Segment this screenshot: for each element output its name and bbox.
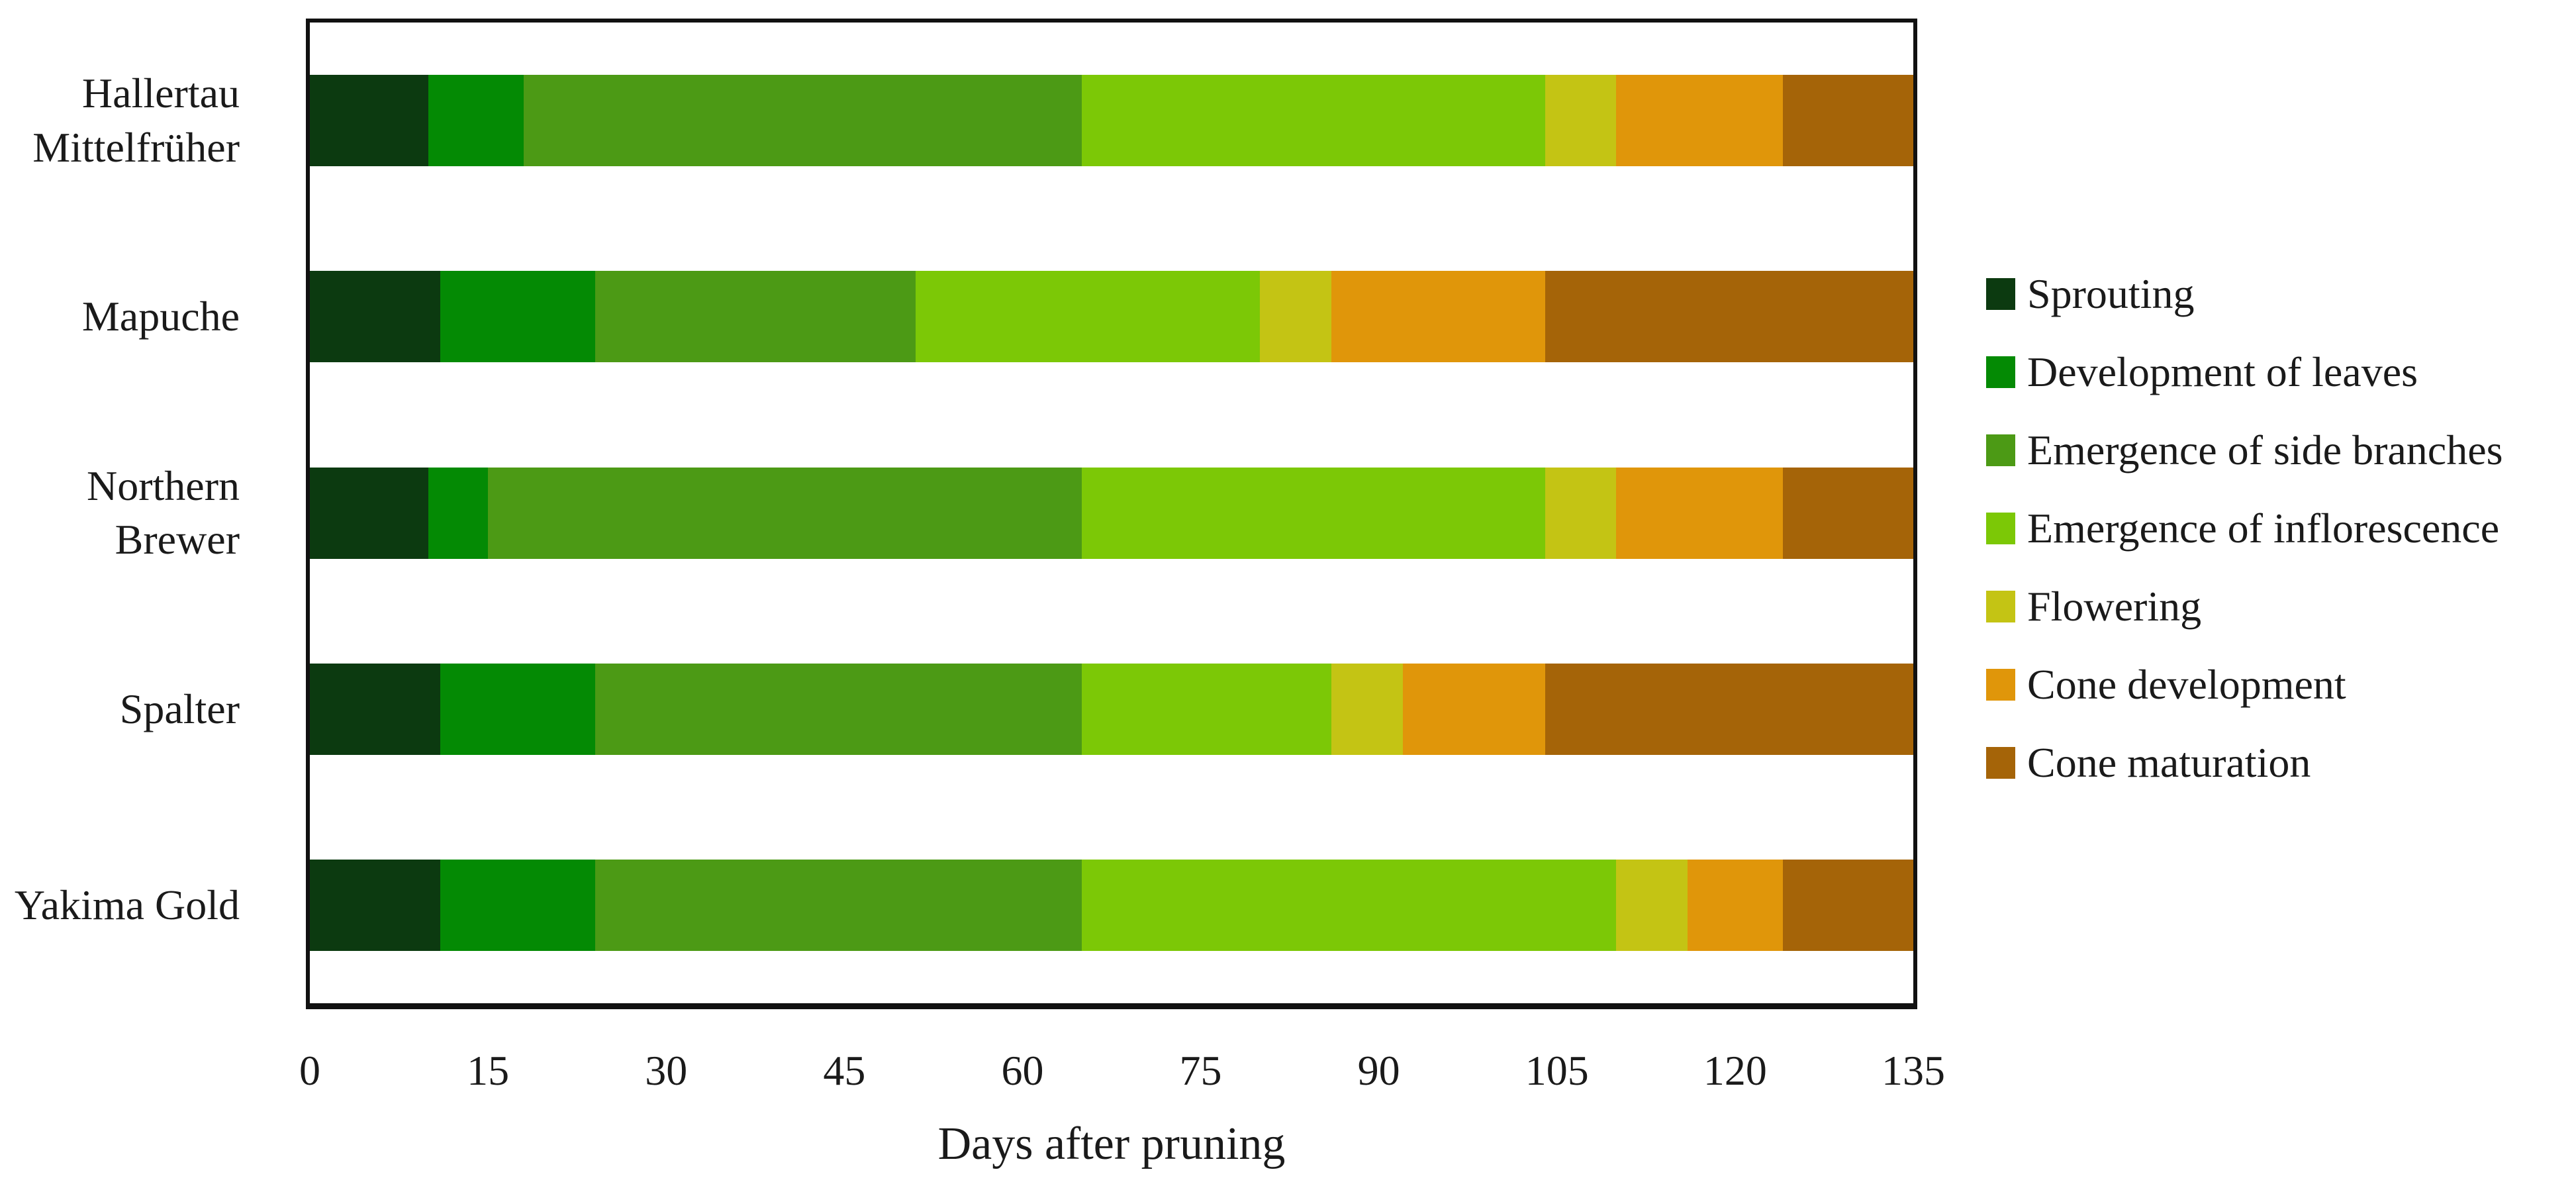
legend-item: Cone development bbox=[1986, 661, 2503, 708]
bar-segment bbox=[1260, 271, 1331, 363]
plot-area bbox=[306, 19, 1917, 1009]
y-axis-category-labels: Hallertau Mittelfrüher Mapuche Northern Brew… bbox=[0, 0, 273, 1188]
legend-label: Emergence of inflorescence bbox=[2027, 505, 2500, 552]
bar-segment bbox=[1331, 271, 1545, 363]
legend-swatch bbox=[1986, 278, 2015, 310]
category-label-line: Northern bbox=[86, 462, 240, 509]
bar-segment bbox=[310, 271, 441, 363]
bar-segment bbox=[440, 859, 595, 951]
bar-segment bbox=[595, 859, 1082, 951]
bar-segment bbox=[1782, 859, 1913, 951]
x-tick-label: 15 bbox=[467, 1047, 510, 1094]
legend-item: Emergence of side branches bbox=[1986, 426, 2503, 473]
category-label: Spalter bbox=[0, 682, 240, 736]
category-label-line: Brewer bbox=[115, 516, 240, 564]
bar-segment bbox=[488, 467, 1082, 559]
bar-segment bbox=[440, 663, 595, 755]
bar-segment bbox=[310, 663, 441, 755]
x-tick-label: 135 bbox=[1882, 1047, 1945, 1094]
legend-label: Development of leaves bbox=[2027, 348, 2418, 395]
bar-row bbox=[310, 75, 1913, 167]
bar-segment bbox=[1082, 663, 1331, 755]
legend-item: Cone maturation bbox=[1986, 739, 2503, 786]
x-tick-label: 90 bbox=[1357, 1047, 1400, 1094]
bar-segment bbox=[310, 75, 429, 167]
bar-segment bbox=[595, 271, 916, 363]
legend-swatch bbox=[1986, 356, 2015, 388]
x-tick-label: 30 bbox=[645, 1047, 688, 1094]
bar-segment bbox=[428, 75, 524, 167]
bar-segment bbox=[1402, 663, 1545, 755]
bar-segment bbox=[440, 271, 595, 363]
bar-segment bbox=[310, 859, 441, 951]
bar-segment bbox=[1545, 75, 1617, 167]
x-tick-label: 75 bbox=[1179, 1047, 1222, 1094]
category-label-line: Mittelfrüher bbox=[32, 124, 240, 172]
legend-item: Emergence of inflorescence bbox=[1986, 505, 2503, 552]
bar-segment bbox=[310, 467, 429, 559]
category-label: Yakima Gold bbox=[0, 878, 240, 932]
bar-segment bbox=[1688, 859, 1783, 951]
legend-item: Development of leaves bbox=[1986, 348, 2503, 395]
legend-swatch bbox=[1986, 747, 2015, 779]
legend-item: Flowering bbox=[1986, 583, 2503, 630]
bar-row bbox=[310, 271, 1913, 363]
legend-swatch bbox=[1986, 591, 2015, 622]
bar-row bbox=[310, 467, 1913, 559]
category-label: Northern Brewer bbox=[0, 459, 240, 568]
bar-segment bbox=[1082, 467, 1545, 559]
bar-row bbox=[310, 663, 1913, 755]
legend-item: Sprouting bbox=[1986, 270, 2503, 317]
bar-segment bbox=[1331, 663, 1403, 755]
bar-segment bbox=[1082, 859, 1617, 951]
category-label-line: Hallertau bbox=[81, 70, 240, 117]
legend-label: Flowering bbox=[2027, 583, 2202, 630]
bar-segment bbox=[1545, 467, 1617, 559]
category-label-line: Spalter bbox=[119, 685, 240, 732]
x-tick-label: 120 bbox=[1703, 1047, 1767, 1094]
bar-segment bbox=[1616, 467, 1783, 559]
x-tick-label: 0 bbox=[299, 1047, 320, 1094]
x-tick-label: 60 bbox=[1001, 1047, 1044, 1094]
legend: Sprouting Development of leaves Emergence … bbox=[1986, 270, 2503, 786]
bar-segment bbox=[1616, 859, 1688, 951]
bar-segment bbox=[1545, 271, 1913, 363]
bar-segment bbox=[1082, 75, 1545, 167]
bar-segment bbox=[523, 75, 1082, 167]
x-tick-label: 105 bbox=[1525, 1047, 1589, 1094]
bar-segment bbox=[428, 467, 489, 559]
legend-label: Emergence of side branches bbox=[2027, 426, 2503, 473]
category-label-line: Mapuche bbox=[81, 293, 240, 340]
bar-segment bbox=[1782, 75, 1913, 167]
category-label: Hallertau Mittelfrüher bbox=[0, 66, 240, 175]
legend-label: Cone development bbox=[2027, 661, 2346, 708]
bar-row bbox=[310, 859, 1913, 951]
legend-swatch bbox=[1986, 513, 2015, 544]
legend-label: Cone maturation bbox=[2027, 739, 2311, 786]
legend-label: Sprouting bbox=[2027, 270, 2195, 317]
category-label-line: Yakima Gold bbox=[14, 881, 240, 928]
legend-swatch bbox=[1986, 434, 2015, 466]
bar-segment bbox=[915, 271, 1261, 363]
bar-segment bbox=[1782, 467, 1913, 559]
category-label: Mapuche bbox=[0, 289, 240, 344]
x-axis-title: Days after pruning bbox=[937, 1118, 1286, 1169]
bar-segment bbox=[595, 663, 1082, 755]
bar-segment bbox=[1545, 663, 1913, 755]
x-tick-label: 45 bbox=[823, 1047, 866, 1094]
legend-swatch bbox=[1986, 669, 2015, 701]
bar-segment bbox=[1616, 75, 1783, 167]
